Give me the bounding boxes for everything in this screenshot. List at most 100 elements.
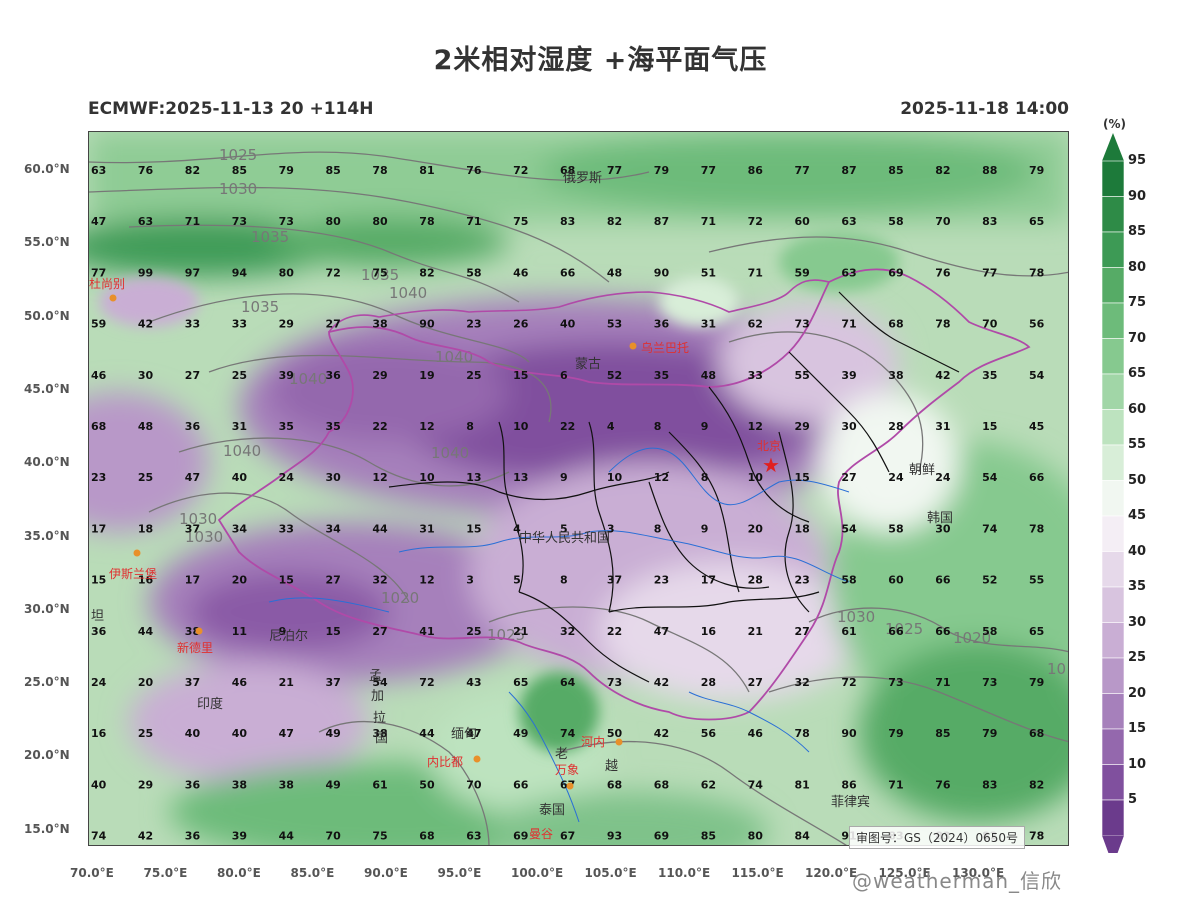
humidity-value: 68 bbox=[419, 830, 434, 843]
humidity-value: 68 bbox=[1029, 727, 1044, 740]
humidity-value: 11 bbox=[232, 625, 247, 638]
humidity-value: 79 bbox=[1029, 164, 1044, 177]
label-newdelhi: 新德里 bbox=[177, 640, 213, 655]
humidity-value: 23 bbox=[795, 574, 810, 587]
humidity-value: 4 bbox=[607, 420, 615, 433]
humidity-value: 59 bbox=[91, 318, 106, 331]
humidity-value: 90 bbox=[654, 266, 670, 279]
label-philippines: 菲律宾 bbox=[831, 794, 870, 810]
humidity-value: 80 bbox=[748, 830, 764, 843]
humidity-value: 31 bbox=[935, 420, 950, 433]
colorbar-bottom-arrow bbox=[1102, 835, 1124, 853]
colorbar-segment bbox=[1101, 160, 1125, 197]
colorbar-segment bbox=[1101, 338, 1125, 375]
humidity-value: 76 bbox=[935, 778, 951, 791]
humidity-value: 79 bbox=[654, 164, 669, 177]
colorbar-level-label: 35 bbox=[1128, 579, 1147, 594]
humidity-value: 4 bbox=[513, 522, 521, 535]
humidity-value: 37 bbox=[607, 574, 622, 587]
humidity-value: 65 bbox=[1029, 625, 1044, 638]
humidity-value: 27 bbox=[326, 318, 341, 331]
colorbar-level-label: 95 bbox=[1128, 153, 1147, 168]
lat-tick-label: 30.0°N bbox=[24, 601, 70, 616]
humidity-value: 3 bbox=[466, 574, 474, 587]
humidity-value: 9 bbox=[701, 420, 709, 433]
humidity-value: 93 bbox=[607, 830, 622, 843]
humidity-value: 76 bbox=[935, 266, 951, 279]
humidity-value: 42 bbox=[935, 369, 950, 382]
humidity-value: 85 bbox=[232, 164, 247, 177]
humidity-value: 88 bbox=[982, 164, 997, 177]
humidity-value: 38 bbox=[372, 727, 387, 740]
humidity-value: 36 bbox=[91, 625, 107, 638]
label-bangladesh-2: 加 bbox=[371, 689, 384, 704]
label-bangladesh-1: 孟 bbox=[369, 669, 382, 684]
humidity-value: 29 bbox=[279, 318, 294, 331]
colorbar-top-arrow bbox=[1102, 133, 1124, 161]
humidity-value: 49 bbox=[513, 727, 528, 740]
humidity-value: 71 bbox=[935, 676, 950, 689]
humidity-value: 55 bbox=[1029, 574, 1044, 587]
colorbar-segment bbox=[1101, 373, 1125, 410]
humidity-value: 24 bbox=[91, 676, 107, 689]
humidity-value: 74 bbox=[982, 522, 998, 535]
humidity-value: 5 bbox=[513, 574, 521, 587]
watermark: @weatherman_信欣 bbox=[852, 869, 1063, 893]
humidity-value: 25 bbox=[232, 369, 247, 382]
lon-tick-label: 70.0°E bbox=[70, 866, 114, 880]
humidity-value: 72 bbox=[326, 266, 341, 279]
humidity-value: 42 bbox=[138, 318, 153, 331]
humidity-value: 21 bbox=[279, 676, 294, 689]
humidity-value: 40 bbox=[560, 318, 576, 331]
humidity-map[interactable]: 1025 1030 1035 1035 1040 1035 1040 1040 … bbox=[88, 131, 1069, 846]
lon-tick-label: 110.0°E bbox=[658, 866, 711, 880]
humidity-value: 31 bbox=[419, 522, 434, 535]
colorbar-level-label: 55 bbox=[1128, 437, 1147, 452]
humidity-value: 72 bbox=[748, 215, 763, 228]
humidity-value: 25 bbox=[466, 369, 481, 382]
humidity-value: 13 bbox=[513, 471, 528, 484]
china-border bbox=[217, 268, 1031, 721]
humidity-value: 68 bbox=[888, 318, 903, 331]
humidity-value: 85 bbox=[701, 830, 716, 843]
humidity-value: 28 bbox=[748, 574, 763, 587]
humidity-value: 78 bbox=[1029, 522, 1044, 535]
colorbar-segment bbox=[1101, 196, 1125, 233]
colorbar-level-label: 85 bbox=[1128, 224, 1147, 239]
humidity-value: 60 bbox=[888, 574, 904, 587]
humidity-value: 85 bbox=[935, 727, 950, 740]
colorbar-segment bbox=[1101, 267, 1125, 304]
label-myanmar: 缅甸 bbox=[451, 727, 477, 742]
humidity-value: 70 bbox=[326, 830, 342, 843]
humidity-value: 27 bbox=[748, 676, 763, 689]
svg-text:1030: 1030 bbox=[185, 528, 223, 546]
humidity-value: 48 bbox=[607, 266, 622, 279]
humidity-value: 36 bbox=[185, 830, 201, 843]
humidity-value: 21 bbox=[513, 625, 528, 638]
humidity-value: 10 bbox=[419, 471, 435, 484]
humidity-value: 35 bbox=[982, 369, 997, 382]
colorbar-segment bbox=[1101, 444, 1125, 481]
humidity-value: 63 bbox=[841, 215, 856, 228]
humidity-value: 13 bbox=[466, 471, 481, 484]
humidity-value: 15 bbox=[982, 420, 997, 433]
humidity-value: 29 bbox=[795, 420, 810, 433]
label-ulaanbaatar: 乌兰巴托 bbox=[641, 340, 689, 355]
colorbar-level-label: 5 bbox=[1128, 792, 1138, 807]
colorbar-level-label: 70 bbox=[1128, 330, 1147, 346]
humidity-value: 73 bbox=[232, 215, 247, 228]
humidity-value: 35 bbox=[654, 369, 669, 382]
lat-tick-label: 35.0°N bbox=[24, 528, 70, 543]
humidity-value: 33 bbox=[232, 318, 247, 331]
isobar-labels: 1025 1030 1035 1035 1040 1035 1040 1040 … bbox=[179, 146, 1066, 678]
humidity-value: 8 bbox=[560, 574, 568, 587]
humidity-value: 38 bbox=[888, 369, 903, 382]
humidity-value: 36 bbox=[326, 369, 342, 382]
humidity-value: 20 bbox=[138, 676, 154, 689]
humidity-value: 60 bbox=[795, 215, 811, 228]
svg-text:1040: 1040 bbox=[389, 284, 427, 302]
svg-text:1040: 1040 bbox=[431, 444, 469, 462]
humidity-value: 15 bbox=[91, 574, 106, 587]
humidity-value: 40 bbox=[91, 778, 107, 791]
label-hanoi: 河内 bbox=[581, 735, 605, 749]
